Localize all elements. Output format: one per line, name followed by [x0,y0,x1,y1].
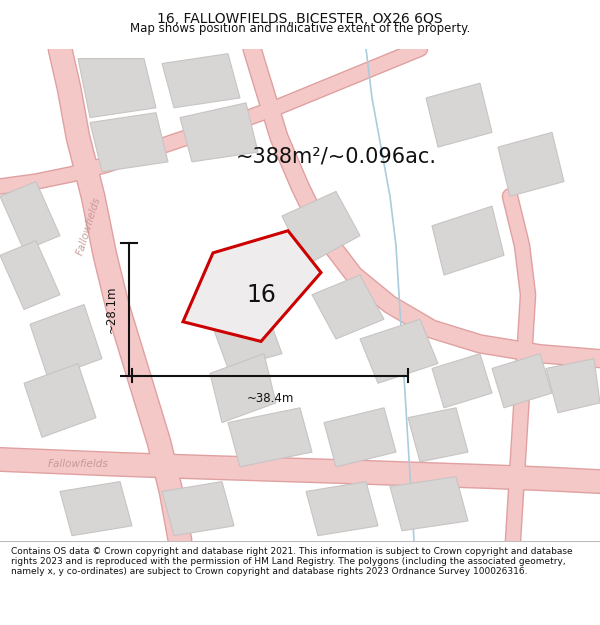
Polygon shape [282,191,360,265]
Polygon shape [162,482,234,536]
Polygon shape [546,359,600,413]
Polygon shape [498,132,564,196]
Polygon shape [180,103,258,162]
Polygon shape [162,54,240,107]
Polygon shape [360,319,438,383]
Polygon shape [390,477,468,531]
Polygon shape [24,364,96,438]
Polygon shape [210,304,282,369]
Polygon shape [90,112,168,172]
Polygon shape [183,231,321,341]
Text: Map shows position and indicative extent of the property.: Map shows position and indicative extent… [130,22,470,35]
Text: 16, FALLOWFIELDS, BICESTER, OX26 6QS: 16, FALLOWFIELDS, BICESTER, OX26 6QS [157,12,443,26]
Text: 16: 16 [246,282,276,307]
Text: ~28.1m: ~28.1m [105,286,118,333]
Polygon shape [0,181,60,251]
Polygon shape [78,59,156,118]
Polygon shape [312,275,384,339]
Polygon shape [0,241,60,309]
Polygon shape [426,83,492,147]
Text: ~38.4m: ~38.4m [247,392,293,404]
Polygon shape [228,408,312,467]
Text: Contains OS data © Crown copyright and database right 2021. This information is : Contains OS data © Crown copyright and d… [11,546,572,576]
Polygon shape [210,354,276,422]
Polygon shape [60,482,132,536]
Text: Fallowfields: Fallowfields [47,459,109,469]
Polygon shape [492,354,552,408]
Text: Fallowfields: Fallowfields [75,196,103,256]
Polygon shape [30,304,102,378]
Polygon shape [432,206,504,275]
Polygon shape [324,408,396,467]
Polygon shape [432,354,492,408]
Polygon shape [306,482,378,536]
Text: ~388m²/~0.096ac.: ~388m²/~0.096ac. [236,147,437,167]
Polygon shape [408,408,468,462]
